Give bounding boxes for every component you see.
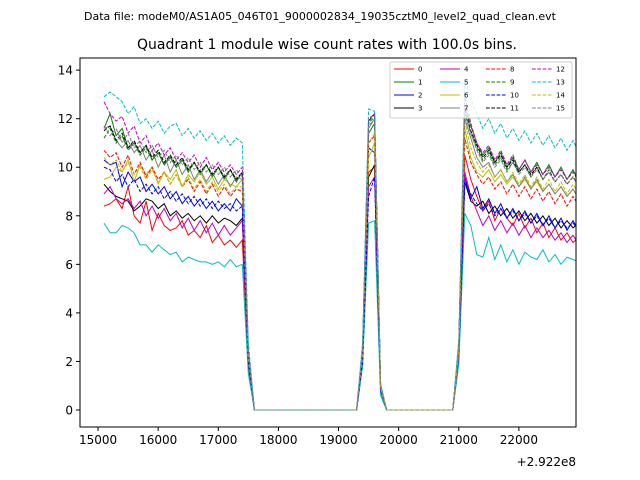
legend-label: 8 <box>510 66 514 74</box>
x-tick-label: 21000 <box>440 433 478 447</box>
series-line-14 <box>103 120 576 411</box>
legend-label: 10 <box>510 92 519 100</box>
legend-label: 12 <box>556 66 565 74</box>
axis-ticks: 15000 16000 17000 18000 19000 20000 21000 22000… <box>58 64 538 447</box>
x-tick-label: 17000 <box>199 433 237 447</box>
legend-label: 2 <box>418 92 422 100</box>
y-tick-label: 0 <box>65 404 73 418</box>
legend-label: 3 <box>418 105 422 113</box>
x-tick-label: 15000 <box>79 433 117 447</box>
y-tick-label: 10 <box>58 161 73 175</box>
x-offset-label: +2.922e8 <box>517 455 576 469</box>
y-tick-label: 14 <box>58 64 73 78</box>
series-line-15 <box>103 111 576 411</box>
legend-label: 4 <box>464 66 469 74</box>
series-line-4 <box>103 171 576 411</box>
series-line-10 <box>103 166 576 411</box>
legend-frame <box>389 61 573 119</box>
y-tick-label: 12 <box>58 112 73 126</box>
series-line-8 <box>103 134 576 411</box>
legend-label: 0 <box>418 66 422 74</box>
suptitle: Data file: modeM0/AS1A05_046T01_90000028… <box>84 10 557 23</box>
x-tick-label: 20000 <box>380 433 418 447</box>
y-tick-label: 6 <box>65 258 73 272</box>
legend-label: 15 <box>556 105 565 113</box>
series-line-6 <box>103 128 576 411</box>
x-tick-label: 18000 <box>259 433 297 447</box>
legend-label: 9 <box>510 79 514 87</box>
legend-label: 6 <box>464 92 469 100</box>
legend-label: 11 <box>510 105 519 113</box>
series-line-9 <box>103 113 576 411</box>
legend-label: 1 <box>418 79 422 87</box>
x-tick-label: 16000 <box>139 433 177 447</box>
series-line-3 <box>103 164 576 411</box>
y-tick-label: 2 <box>65 355 73 369</box>
series-line-11 <box>103 108 576 411</box>
y-tick-label: 8 <box>65 209 73 223</box>
legend-label: 14 <box>556 92 565 100</box>
series-line-0 <box>103 154 576 411</box>
legend-label: 13 <box>556 79 565 87</box>
x-tick-label: 19000 <box>319 433 357 447</box>
y-tick-label: 4 <box>65 306 73 320</box>
series-line-13 <box>103 79 576 411</box>
series-line-12 <box>103 96 576 411</box>
legend-label: 5 <box>464 79 468 87</box>
series-layer <box>103 79 576 411</box>
x-tick-label: 22000 <box>500 433 538 447</box>
plot-area <box>79 57 577 428</box>
series-line-5 <box>103 213 576 411</box>
series-line-2 <box>103 146 576 411</box>
chart-title: Quadrant 1 module wise count rates with … <box>137 37 517 53</box>
legend-label: 7 <box>464 105 468 113</box>
